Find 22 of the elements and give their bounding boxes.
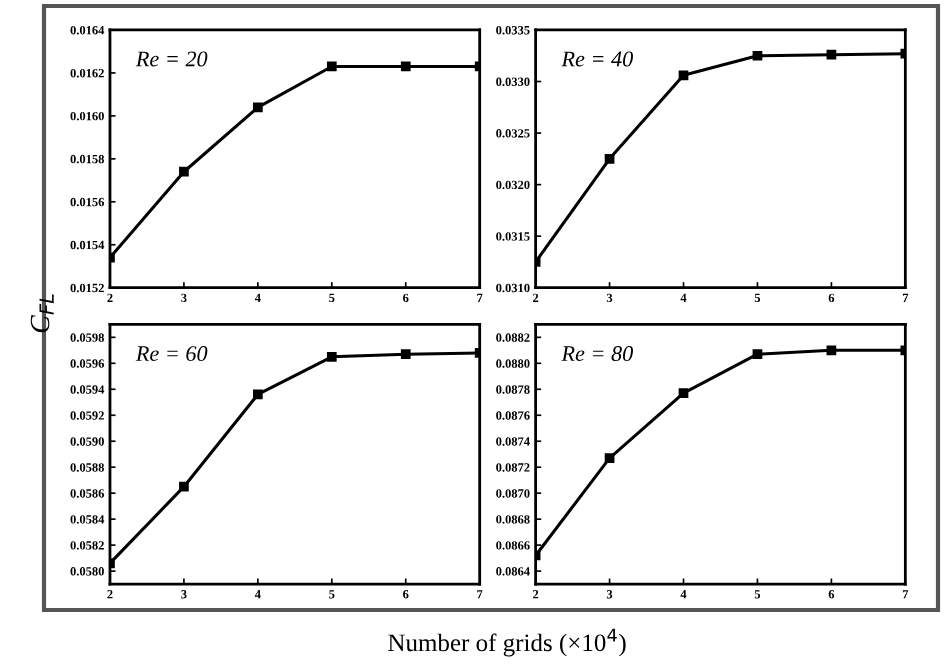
point [179, 166, 189, 177]
point [826, 345, 837, 356]
point [252, 389, 263, 400]
x-axis-title: Number of grids (×10$^{4}$) [388, 628, 626, 657]
point [400, 349, 411, 360]
point [326, 351, 337, 362]
point [179, 481, 189, 492]
annotation: Re = 40 [561, 51, 633, 67]
point [678, 70, 689, 81]
annotation: Re = 20 [135, 51, 208, 67]
point [752, 349, 763, 360]
annotation: Re = 80 [561, 346, 633, 362]
point [826, 49, 837, 60]
point [252, 102, 263, 113]
point [604, 453, 615, 463]
y-axis-title: C$_{FL}$ [30, 294, 54, 333]
annotation: Re = 60 [135, 346, 208, 362]
point [604, 153, 615, 164]
point [326, 61, 337, 72]
point [678, 388, 689, 399]
point [752, 50, 763, 61]
point [400, 61, 411, 72]
